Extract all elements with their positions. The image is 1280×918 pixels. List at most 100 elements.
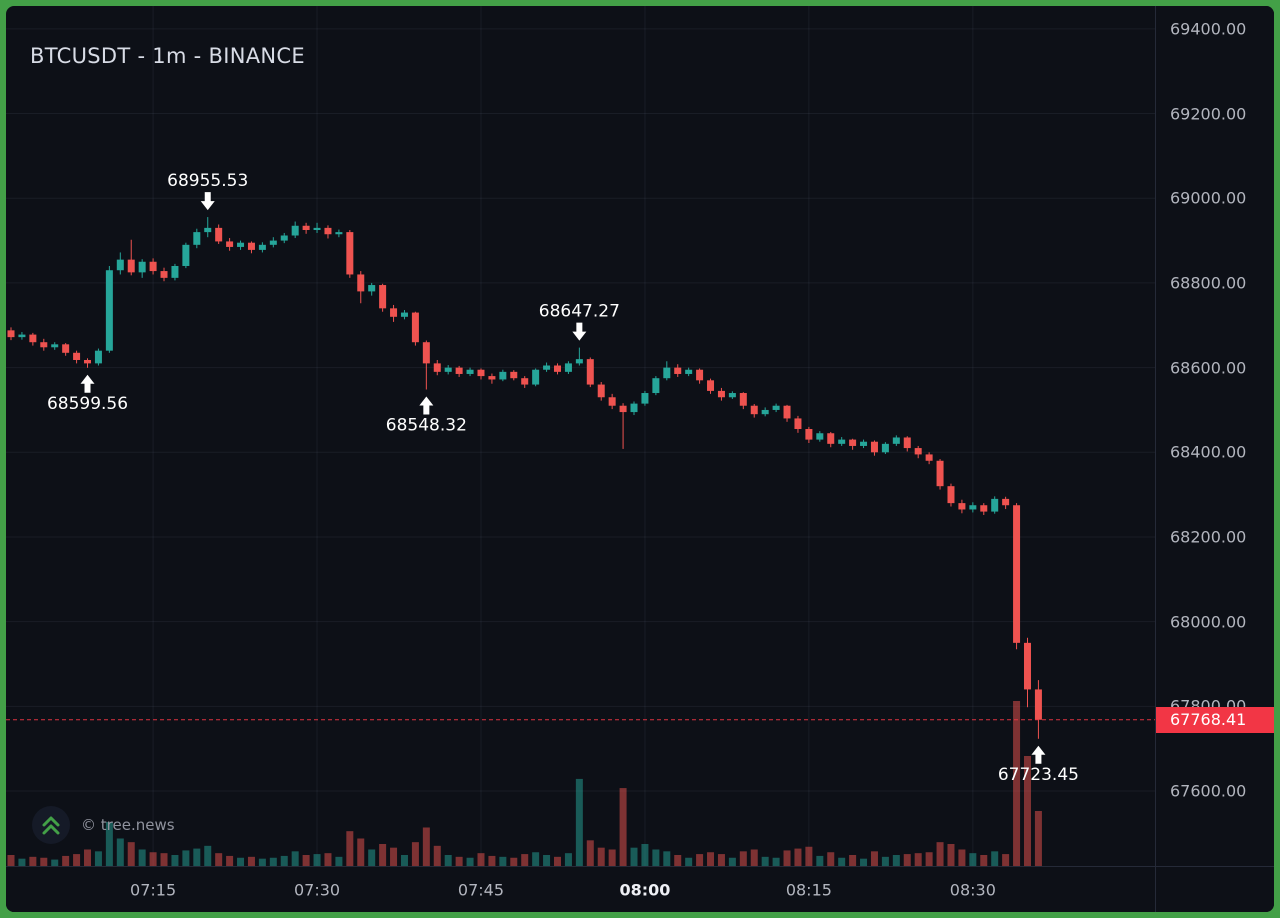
volume-bar — [390, 847, 398, 866]
volume-bar — [707, 852, 715, 866]
volume-bar — [947, 844, 955, 866]
candle-body — [575, 359, 583, 364]
price-tick-label: 69400.00 — [1170, 19, 1247, 39]
volume-bar — [379, 844, 387, 866]
volume-bar — [400, 855, 408, 866]
candle-body — [258, 244, 266, 250]
candle-body — [204, 227, 212, 233]
volume-bar — [685, 857, 693, 866]
annotation-price-label: 68647.27 — [539, 302, 620, 322]
volume-bar — [444, 855, 452, 866]
candle-body — [696, 369, 704, 381]
tree-news-logo-icon — [32, 806, 70, 844]
volume-bar — [914, 853, 922, 866]
volume-bar — [313, 854, 321, 866]
candle-body — [269, 240, 277, 245]
candle-body — [422, 342, 430, 364]
time-axis[interactable]: 07:15 07:30 07:45 08:00 08:15 08:30 — [6, 866, 1155, 912]
candle-body — [335, 232, 343, 235]
volume-bar — [827, 852, 835, 866]
candle-body — [1013, 505, 1021, 643]
volume-bar — [641, 844, 649, 866]
time-tick-label: 07:30 — [293, 880, 341, 899]
volume-bar — [291, 851, 299, 866]
volume-bar — [575, 778, 583, 866]
candle-body — [521, 378, 529, 385]
candle-body — [444, 367, 452, 372]
candle-body — [685, 369, 693, 374]
candle-body — [881, 443, 889, 453]
candle-body — [827, 433, 835, 444]
candle-body — [280, 235, 288, 241]
volume-bar — [127, 842, 135, 866]
volume-bar — [466, 857, 474, 866]
chart-plot-area[interactable]: 68599.56 68955.53 68548.32 68647.27 67723.45… — [6, 6, 1155, 866]
candle-body — [980, 505, 988, 512]
volume-bar — [794, 848, 802, 866]
candle-body — [794, 418, 802, 430]
candle-body — [226, 241, 234, 247]
candle-body — [247, 242, 255, 250]
candle-body — [958, 503, 966, 510]
volume-bar — [564, 853, 572, 866]
candle-body — [816, 433, 824, 440]
candle-body — [477, 369, 485, 377]
volume-bar — [357, 838, 365, 866]
candle-body — [302, 225, 310, 230]
volume-bar — [7, 855, 15, 866]
candle-body — [73, 352, 81, 360]
candle-body — [138, 261, 146, 273]
candle-body — [466, 369, 474, 374]
price-tick-label: 68600.00 — [1170, 358, 1247, 378]
volume-bar — [455, 856, 463, 866]
volume-bar — [171, 855, 179, 866]
volume-bar — [532, 852, 540, 866]
candle-body — [608, 397, 616, 406]
volume-bar — [335, 856, 343, 866]
candle-body — [543, 365, 551, 370]
candle-body — [586, 359, 594, 385]
volume-bar — [772, 857, 780, 866]
candle-body — [772, 405, 780, 410]
candle-body — [717, 390, 725, 398]
annotation-arrow-icon — [1031, 745, 1046, 764]
volume-bar — [488, 855, 496, 866]
candle-body — [7, 330, 15, 338]
candle-body — [182, 244, 190, 266]
volume-bar — [73, 854, 81, 866]
price-tick-label: 68200.00 — [1170, 527, 1247, 547]
candle-body — [761, 409, 769, 415]
volume-bar — [652, 849, 660, 866]
volume-bar — [750, 849, 758, 866]
volume-bar — [991, 851, 999, 866]
volume-bar — [849, 855, 857, 866]
volume-bar — [597, 847, 605, 866]
candlestick-chart[interactable]: 68599.56 68955.53 68548.32 68647.27 67723.45 — [6, 6, 1155, 866]
candle-body — [969, 505, 977, 510]
volume-bar — [1034, 811, 1042, 866]
volume-bar — [477, 853, 485, 866]
annotation-price-label: 67723.45 — [998, 765, 1079, 785]
volume-bar — [870, 851, 878, 866]
volume-bar — [663, 851, 671, 866]
candle-body — [564, 363, 572, 372]
volume-bar — [903, 854, 911, 866]
candle-body — [783, 405, 791, 419]
time-tick-label: 07:45 — [457, 880, 505, 899]
volume-bar — [411, 842, 419, 866]
candle-body — [127, 259, 135, 273]
volume-bar — [29, 856, 37, 866]
annotation-price-label: 68955.53 — [167, 171, 248, 191]
candle-body — [193, 232, 201, 245]
candle-body — [936, 460, 944, 487]
volume-bar — [149, 852, 157, 866]
price-tick-label: 67600.00 — [1170, 781, 1247, 801]
volume-bar — [717, 854, 725, 866]
candle-body — [160, 271, 168, 278]
candle-body — [849, 439, 857, 446]
volume-bar — [925, 852, 933, 866]
candle-body — [707, 380, 715, 391]
volume-bar — [116, 838, 124, 866]
price-axis[interactable]: 67768.41 69400.00 69200.00 69000.00 68800.0… — [1155, 6, 1274, 866]
